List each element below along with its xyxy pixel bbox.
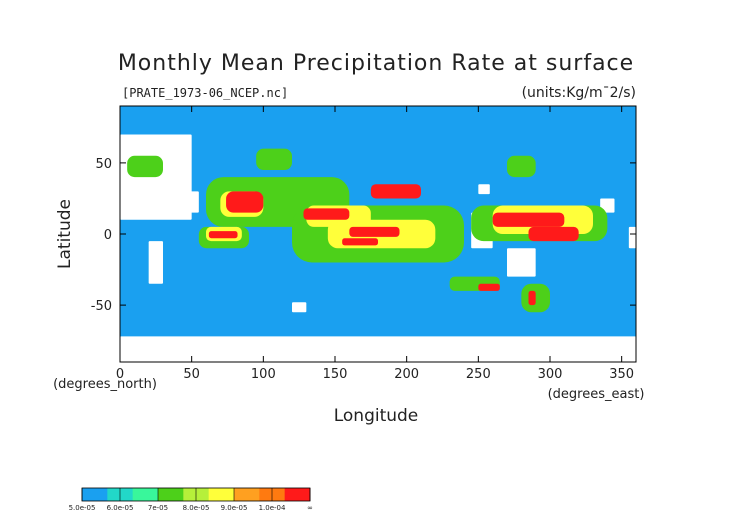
x-tick-label: 350 — [609, 367, 634, 382]
x-unit-label: (degrees_east) — [548, 387, 645, 402]
x-tick-label: 150 — [323, 367, 348, 382]
precip-region-level-5 — [492, 212, 565, 227]
precip-region-level-5 — [226, 191, 264, 213]
y-axis-label: Latitude — [55, 199, 75, 269]
colorbar-swatch — [82, 488, 108, 501]
precip-region-level-2 — [127, 155, 163, 178]
colorbar-level-label: 5.0e-05 — [69, 504, 96, 512]
colorbar-swatch — [208, 488, 235, 501]
precip-region-level-5 — [303, 208, 350, 220]
chart-title: Monthly Mean Precipitation Rate at surfa… — [118, 51, 634, 76]
colorbar-swatch — [158, 488, 184, 501]
missing-data-region — [628, 226, 636, 249]
y-unit-label: (degrees_north) — [53, 377, 157, 392]
precip-region-level-5 — [528, 290, 536, 306]
y-tick-label: 50 — [95, 157, 112, 172]
precip-region-level-2 — [256, 148, 292, 170]
colorbar-level-label: 1.0e-04 — [259, 504, 286, 512]
x-tick-label: 0 — [116, 367, 124, 382]
missing-data-region — [507, 248, 536, 277]
heatmap-layer — [120, 134, 636, 362]
colorbar-level-label: 8.0e-05 — [183, 504, 210, 512]
x-axis-label: Longitude — [334, 406, 419, 426]
x-axis: 0 50 100 150 200 250 300 350 — [116, 106, 634, 382]
x-tick-label: 50 — [183, 367, 200, 382]
precip-region-level-5 — [528, 226, 579, 242]
missing-data-region — [148, 241, 163, 284]
missing-data-region — [120, 336, 636, 362]
precip-region-level-5 — [208, 231, 238, 239]
precip-region-level-5 — [342, 238, 378, 246]
colorbar-level-label: 9.0e-05 — [221, 504, 248, 512]
source-label: [PRATE_1973-06_NCEP.nc] — [122, 86, 288, 100]
colorbar-swatch — [234, 488, 260, 501]
x-tick-label: 250 — [466, 367, 491, 382]
precip-region-level-5 — [370, 184, 421, 199]
colorbar-level-label: 7e-05 — [148, 504, 168, 512]
y-axis: -50 0 50 — [91, 157, 636, 314]
missing-data-region — [600, 198, 615, 213]
missing-data-region — [292, 302, 307, 313]
x-tick-label: 200 — [394, 367, 419, 382]
missing-data-region — [177, 191, 199, 213]
x-tick-label: 100 — [251, 367, 276, 382]
precip-region-level-5 — [349, 226, 400, 237]
precip-region-level-2 — [507, 155, 536, 178]
missing-data-region — [120, 184, 142, 195]
y-tick-label: 0 — [104, 228, 112, 243]
colorbar-swatch — [284, 488, 311, 501]
units-label: (units:Kg/m¯2/s) — [522, 85, 636, 101]
colorbar-level-label: ∞ — [307, 504, 313, 512]
precip-region-level-5 — [478, 283, 500, 291]
colorbar-level-label: 6.0e-05 — [107, 504, 134, 512]
x-tick-label: 300 — [538, 367, 563, 382]
colorbar: 5.0e-05 6.0e-05 7e-05 8.0e-05 9.0e-05 1.0e-04… — [69, 487, 313, 512]
missing-data-region — [478, 184, 490, 195]
y-tick-label: -50 — [91, 299, 112, 314]
colorbar-swatch — [132, 488, 159, 501]
